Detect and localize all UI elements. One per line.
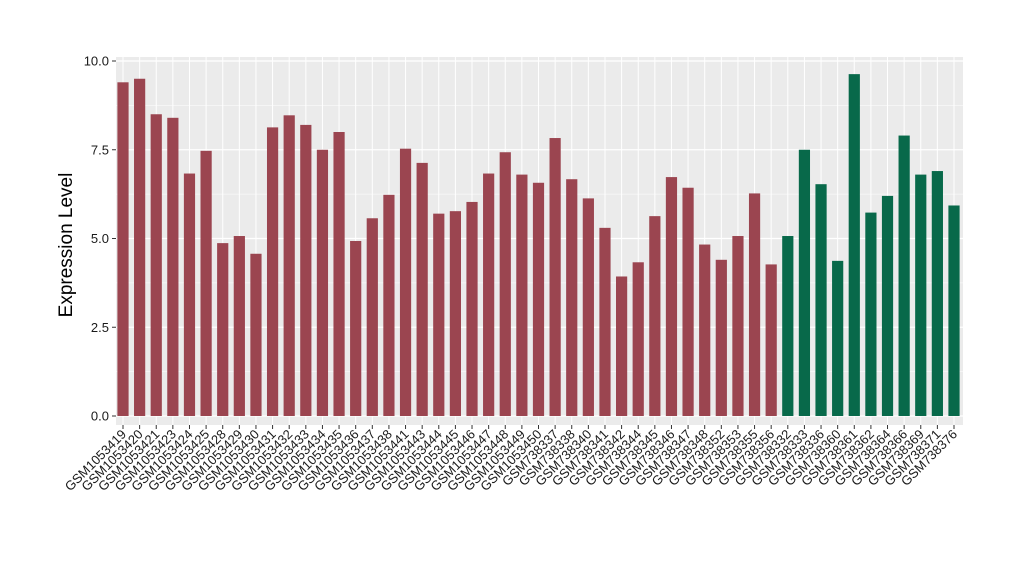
bar-GSM1053437 bbox=[366, 218, 378, 416]
y-tick-label: 2.5 bbox=[91, 320, 109, 335]
bar-GSM1053421 bbox=[150, 114, 162, 416]
y-tick-label: 10.0 bbox=[84, 54, 109, 69]
y-axis: 0.0 2.5 5.0 7.5 10.0 bbox=[84, 54, 116, 424]
bar-GSM1053444 bbox=[433, 213, 445, 416]
bar-GSM738352 bbox=[715, 259, 727, 416]
bar-GSM1053435 bbox=[333, 132, 345, 416]
bar-GSM738355 bbox=[748, 193, 761, 416]
bar-GSM1053419 bbox=[117, 82, 129, 417]
x-axis: GSM1053419GSM1053420GSM1053421GSM1053423… bbox=[62, 425, 960, 494]
y-tick-label: 5.0 bbox=[91, 231, 109, 246]
bar-GSM738344 bbox=[632, 262, 644, 416]
bar-GSM1053431 bbox=[266, 127, 279, 416]
bar-GSM738356 bbox=[765, 264, 777, 416]
bar-GSM738361 bbox=[848, 74, 860, 416]
bar-GSM738337 bbox=[549, 138, 561, 416]
bar-GSM738348 bbox=[699, 244, 711, 416]
bar-GSM1053429 bbox=[233, 236, 245, 416]
bar-GSM1053423 bbox=[167, 117, 179, 417]
bar-GSM738346 bbox=[665, 177, 678, 416]
bar-GSM738364 bbox=[881, 195, 894, 416]
bars bbox=[117, 74, 960, 417]
bar-GSM1053428 bbox=[217, 243, 229, 416]
bar-GSM1053445 bbox=[449, 211, 461, 416]
bar-GSM1053433 bbox=[300, 124, 312, 417]
bar-GSM1053425 bbox=[200, 150, 212, 416]
bar-GSM1053434 bbox=[316, 149, 329, 416]
bar-GSM738340 bbox=[582, 198, 594, 416]
bar-GSM1053441 bbox=[399, 148, 412, 416]
bar-GSM738362 bbox=[865, 212, 877, 416]
bar-GSM738332 bbox=[782, 236, 794, 416]
bar-GSM738376 bbox=[948, 205, 960, 416]
bar-GSM738336 bbox=[815, 184, 827, 416]
y-tick-label: 7.5 bbox=[91, 142, 109, 157]
bar-GSM738353 bbox=[732, 236, 744, 416]
bar-GSM1053430 bbox=[250, 253, 262, 416]
bar-GSM738338 bbox=[566, 179, 578, 416]
bar-GSM1053436 bbox=[350, 240, 362, 416]
y-axis-title: Expression Level bbox=[56, 173, 77, 318]
bar-GSM1053420 bbox=[134, 78, 146, 416]
bar-GSM1053450 bbox=[532, 182, 545, 416]
bar-GSM1053447 bbox=[483, 173, 495, 416]
bar-GSM1053432 bbox=[283, 115, 295, 416]
bar-GSM738369 bbox=[915, 174, 927, 416]
bar-GSM1053424 bbox=[183, 173, 196, 416]
bar-GSM738341 bbox=[599, 227, 611, 416]
bar-GSM1053438 bbox=[383, 194, 395, 416]
bar-GSM738347 bbox=[682, 187, 694, 416]
bar-GSM738342 bbox=[616, 276, 628, 416]
bar-GSM738360 bbox=[832, 260, 844, 416]
bar-GSM738366 bbox=[898, 135, 910, 417]
bar-GSM1053448 bbox=[499, 152, 511, 417]
bar-GSM1053449 bbox=[516, 174, 528, 416]
bar-GSM1053443 bbox=[416, 162, 428, 416]
bar-GSM738371 bbox=[931, 171, 943, 416]
bar-GSM738345 bbox=[649, 216, 661, 416]
y-tick-label: 0.0 bbox=[91, 409, 109, 424]
bar-GSM1053446 bbox=[466, 201, 478, 416]
bar-GSM738333 bbox=[798, 149, 811, 416]
